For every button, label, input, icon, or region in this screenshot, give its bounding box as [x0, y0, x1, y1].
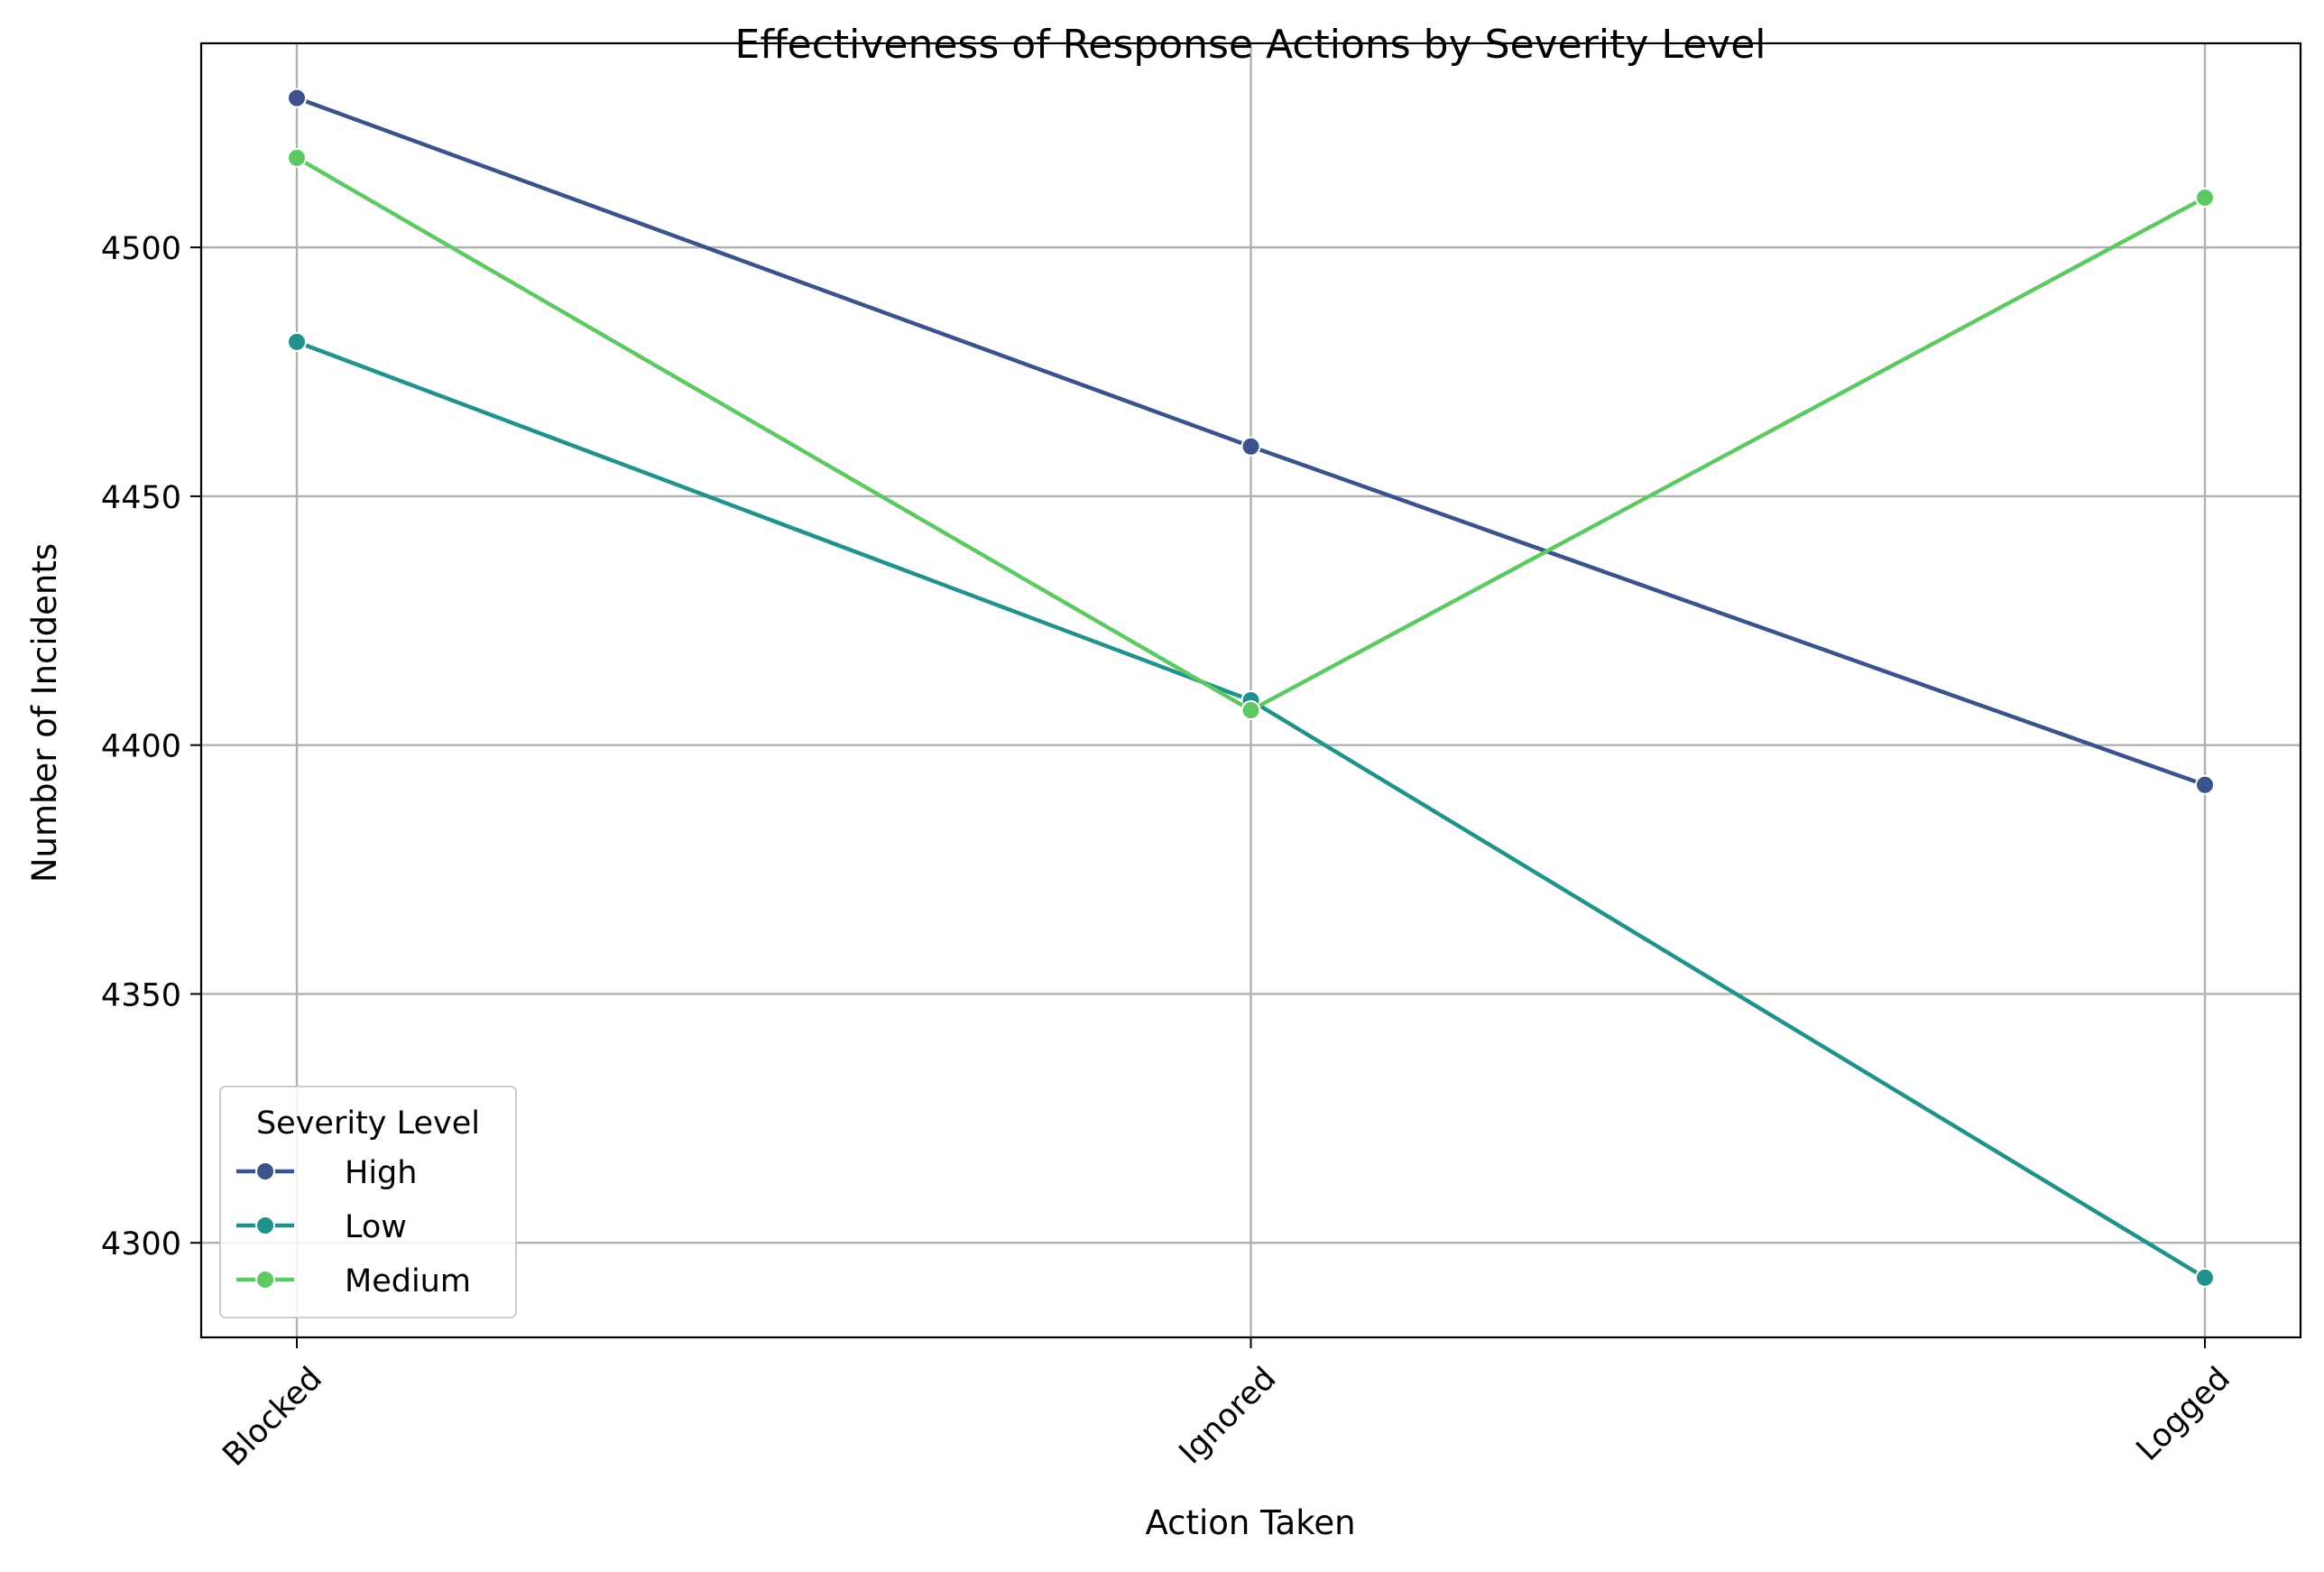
legend-marker — [255, 1161, 275, 1181]
data-point — [1240, 700, 1261, 721]
x-axis-label: Action Taken — [1145, 1503, 1355, 1542]
y-tick-label: 4450 — [101, 480, 181, 516]
data-point — [287, 88, 307, 108]
legend-marker — [255, 1216, 275, 1235]
series-low — [287, 331, 2215, 1288]
y-tick-label: 4300 — [101, 1226, 181, 1262]
legend-marker — [255, 1270, 275, 1290]
legend-item-high: High — [236, 1155, 417, 1191]
data-point — [2195, 187, 2215, 208]
legend: Severity Level High Low Medium — [219, 1086, 517, 1318]
legend-label: Low — [345, 1209, 407, 1245]
legend-box — [219, 1086, 517, 1318]
grid-lines — [201, 43, 2301, 1337]
y-tick-label: 4500 — [101, 231, 181, 267]
series-lines — [287, 88, 2215, 1288]
series-high — [287, 88, 2215, 795]
data-point — [2195, 1267, 2215, 1288]
y-axis-label: Number of Incidents — [25, 543, 64, 883]
data-point — [287, 331, 307, 352]
legend-label: High — [345, 1155, 417, 1191]
y-tick-label: 4350 — [101, 977, 181, 1013]
y-tick-label: 4400 — [101, 729, 181, 765]
legend-title: Severity Level — [256, 1105, 480, 1142]
legend-label: Medium — [345, 1263, 471, 1299]
data-point — [1240, 436, 1261, 457]
data-point — [2195, 774, 2215, 795]
legend-item-low: Low — [236, 1209, 407, 1245]
series-medium — [287, 147, 2215, 721]
data-point — [287, 147, 307, 168]
legend-item-medium: Medium — [236, 1263, 471, 1299]
chart-title: Effectiveness of Response Actions by Sev… — [735, 22, 1766, 68]
